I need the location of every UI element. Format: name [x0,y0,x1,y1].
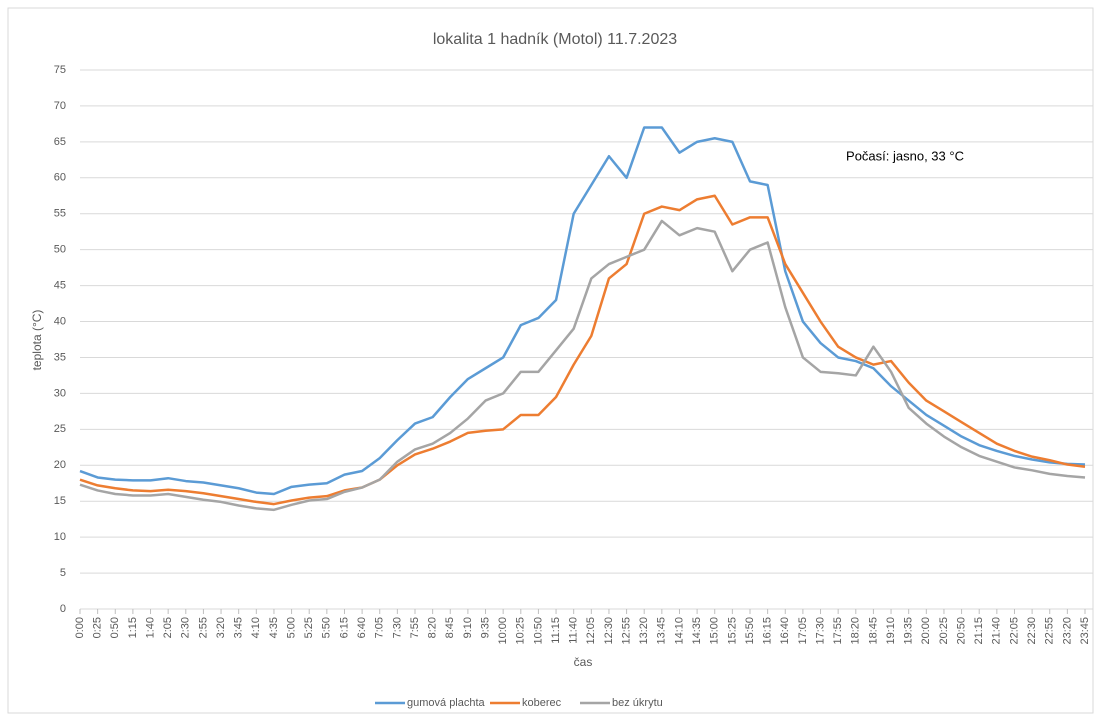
x-tick-label: 14:10 [673,617,685,645]
x-tick-label: 17:30 [814,617,826,645]
x-tick-label: 7:30 [391,617,403,638]
x-tick-label: 20:25 [938,617,950,645]
x-tick-label: 2:05 [162,617,174,638]
y-tick-label: 50 [54,244,66,256]
x-tick-label: 0:25 [92,617,104,638]
x-tick-label: 9:35 [479,617,491,638]
x-tick-label: 8:45 [444,617,456,638]
x-tick-label: 12:05 [585,617,597,645]
x-tick-label: 17:55 [832,617,844,645]
x-tick-label: 9:10 [462,617,474,638]
x-tick-label: 18:20 [850,617,862,645]
y-tick-label: 0 [60,603,66,615]
y-tick-label: 25 [54,423,66,435]
x-tick-label: 8:20 [427,617,439,638]
x-tick-label: 6:40 [356,617,368,638]
x-tick-label: 1:40 [144,617,156,638]
x-tick-label: 23:20 [1061,617,1073,645]
x-tick-label: 13:45 [656,617,668,645]
x-tick-label: 1:15 [127,617,139,638]
series-line [79,219,1086,512]
y-tick-label: 45 [54,280,66,292]
x-tick-label: 0:50 [109,617,121,638]
y-tick-label: 70 [54,100,66,112]
x-tick-label: 15:00 [709,617,721,645]
x-tick-label: 16:15 [762,617,774,645]
x-tick-label: 2:30 [180,617,192,638]
x-tick-label: 11:15 [550,617,562,644]
x-tick-label: 6:15 [338,617,350,638]
x-tick-label: 15:25 [726,617,738,645]
x-tick-label: 5:25 [303,617,315,638]
x-tick-label: 5:50 [321,617,333,638]
y-tick-label: 35 [54,351,66,363]
x-tick-label: 14:35 [691,617,703,645]
x-tick-label: 5:00 [285,617,297,638]
x-tick-label: 12:55 [620,617,632,645]
y-tick-label: 5 [60,567,66,579]
x-tick-label: 17:05 [797,617,809,645]
y-tick-label: 15 [54,495,66,507]
x-tick-label: 10:50 [532,617,544,645]
y-tick-label: 55 [54,208,66,220]
y-axis-label: teplota (°C) [30,310,44,371]
chart-title: lokalita 1 hadník (Motol) 11.7.2023 [433,31,677,48]
x-tick-label: 3:45 [233,617,245,638]
x-tick-label: 21:15 [973,617,985,645]
x-axis-label: čas [574,655,593,669]
x-tick-label: 3:20 [215,617,227,638]
x-tick-label: 19:35 [903,617,915,645]
y-tick-label: 30 [54,387,66,399]
x-tick-label: 22:55 [1044,617,1056,645]
x-tick-label: 0:00 [74,617,86,638]
x-tick-label: 22:05 [1008,617,1020,645]
legend-label: bez úkrytu [612,697,663,709]
annotation: Počasí: jasno, 33 °C [846,148,964,163]
x-tick-label: 4:35 [268,617,280,638]
series-line [79,194,1086,506]
x-tick-label: 21:40 [991,617,1003,645]
x-tick-label: 12:30 [603,617,615,645]
x-tick-label: 20:00 [920,617,932,645]
y-tick-label: 65 [54,136,66,148]
x-tick-label: 10:25 [515,617,527,645]
x-tick-label: 13:20 [638,617,650,645]
series-line [79,126,1086,496]
y-tick-label: 40 [54,315,66,327]
x-tick-label: 15:50 [744,617,756,645]
x-tick-label: 11:40 [568,617,580,644]
x-tick-label: 7:55 [409,617,421,638]
x-tick-label: 2:55 [197,617,209,638]
y-tick-label: 60 [54,172,66,184]
y-tick-label: 20 [54,459,66,471]
x-tick-label: 22:30 [1026,617,1038,645]
x-tick-label: 18:45 [867,617,879,645]
y-tick-label: 75 [54,64,66,76]
x-tick-label: 16:40 [779,617,791,645]
y-tick-label: 10 [54,531,66,543]
x-tick-label: 19:10 [885,617,897,645]
x-tick-label: 10:00 [497,617,509,645]
x-tick-label: 23:45 [1079,617,1091,645]
x-tick-label: 4:10 [250,617,262,638]
legend-label: gumová plachta [407,697,486,709]
x-tick-label: 20:50 [955,617,967,645]
chart-frame [7,7,1094,714]
legend-label: koberec [522,697,562,709]
x-tick-label: 7:05 [374,617,386,638]
